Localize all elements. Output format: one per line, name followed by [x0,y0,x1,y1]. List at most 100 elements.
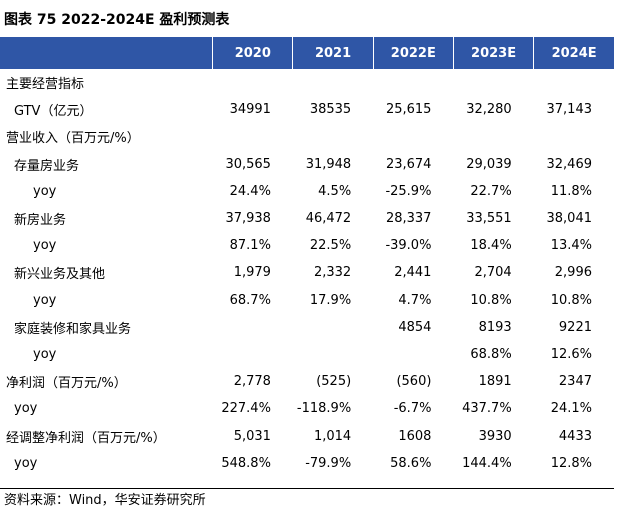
value-cell: 4854 [398,319,432,335]
row-label: GTV（亿元） [14,104,93,120]
value-cell [534,69,614,96]
value-cell: -79.9% [305,455,352,471]
row-label: yoy [33,238,57,254]
value-cell [293,314,373,341]
row-label: yoy [14,455,38,471]
header-year-2020: 2020 [212,37,293,69]
value-cell: 32,280 [466,102,512,118]
value-cell: -25.9% [385,183,432,199]
value-cell: 4433 [558,428,592,444]
table-header: 2020 2021 2022E 2023E 2024E [0,37,614,69]
value-cell: 23,674 [385,156,432,172]
table-row: yoy 227.4% -118.9% -6.7% 437.7% 24.1% [0,395,614,422]
header-year-2023e: 2023E [452,37,534,69]
table-bottom-rule [0,488,614,489]
value-cell: 30,565 [225,156,271,172]
table-row: 新兴业务及其他 1,979 2,332 2,441 2,704 2,996 [0,259,614,286]
value-cell [453,123,533,150]
table-row: 净利润（百万元/%） 2,778 (525) (560) 1891 2347 [0,368,614,395]
value-cell: 18.4% [470,238,512,254]
value-cell [373,341,453,368]
table-row: 经调整净利润（百万元/%） 5,031 1,014 1608 3930 4433 [0,422,614,449]
value-cell [534,123,614,150]
value-cell: (560) [396,374,432,390]
row-label: 新兴业务及其他 [14,267,106,283]
row-label: yoy [33,183,57,199]
row-label: 营业收入（百万元/%） [6,131,140,147]
value-cell: 4.5% [318,183,352,199]
row-label: yoy [33,292,57,308]
value-cell: 2,441 [394,265,432,281]
table-row: yoy 68.7% 17.9% 4.7% 10.8% 10.8% [0,287,614,314]
value-cell: 2,996 [554,265,592,281]
value-cell: 12.8% [550,455,592,471]
value-cell [373,123,453,150]
value-cell: 1608 [398,428,432,444]
forecast-table-container: 2020 2021 2022E 2023E 2024E 主要经营指标 GTV（亿元… [0,37,614,477]
row-label: yoy [14,401,38,417]
value-cell: 2,332 [313,265,352,281]
value-cell: 10.8% [470,292,512,308]
value-cell: 8193 [478,319,512,335]
row-label: 经调整净利润（百万元/%） [6,430,166,446]
value-cell: 5,031 [233,428,271,444]
table-title: 图表 75 2022-2024E 盈利预测表 [4,12,230,28]
value-cell: 68.7% [229,292,271,308]
value-cell [293,123,373,150]
value-cell: 22.7% [470,183,512,199]
value-cell: 31,948 [305,156,352,172]
value-cell: 2347 [558,374,592,390]
table-row: 营业收入（百万元/%） [0,123,614,150]
table-row: 存量房业务 30,565 31,948 23,674 29,039 32,469 [0,151,614,178]
table-row: yoy 68.8% 12.6% [0,341,614,368]
value-cell: 13.4% [550,238,592,254]
value-cell: 33,551 [466,211,512,227]
value-cell: 12.6% [550,346,592,362]
value-cell [213,69,293,96]
value-cell: 46,472 [305,211,352,227]
value-cell: 548.8% [221,455,271,471]
row-label: 新房业务 [14,213,67,229]
value-cell: 17.9% [309,292,352,308]
value-cell: 11.8% [550,183,592,199]
value-cell: 22.5% [309,238,352,254]
value-cell: 29,039 [466,156,512,172]
value-cell: 38535 [309,102,352,118]
value-cell [213,123,293,150]
value-cell: 87.1% [229,238,271,254]
value-cell: 1,979 [233,265,271,281]
value-cell: 25,615 [385,102,432,118]
value-cell [293,341,373,368]
value-cell: -118.9% [296,401,352,417]
header-year-2021: 2021 [292,37,374,69]
row-label: 主要经营指标 [6,77,85,93]
value-cell: 2,704 [474,265,512,281]
row-label: yoy [33,346,57,362]
value-cell: 2,778 [233,374,271,390]
header-label-cell [0,37,213,69]
table-row: 新房业务 37,938 46,472 28,337 33,551 38,041 [0,205,614,232]
value-cell: 4.7% [398,292,432,308]
value-cell: 28,337 [385,211,432,227]
profit-forecast-table: 2020 2021 2022E 2023E 2024E 主要经营指标 GTV（亿元… [0,37,614,477]
row-label: 净利润（百万元/%） [6,376,127,392]
table-row: yoy 24.4% 4.5% -25.9% 22.7% 11.8% [0,178,614,205]
value-cell: 68.8% [470,346,512,362]
value-cell: 1891 [478,374,512,390]
header-row: 2020 2021 2022E 2023E 2024E [0,37,614,69]
value-cell: 144.4% [462,455,512,471]
table-row: yoy 87.1% 22.5% -39.0% 18.4% 13.4% [0,232,614,259]
table-row: 家庭装修和家具业务 4854 8193 9221 [0,314,614,341]
value-cell: 58.6% [390,455,432,471]
value-cell: 227.4% [221,401,271,417]
table-row: yoy 548.8% -79.9% 58.6% 144.4% 12.8% [0,450,614,477]
value-cell: 34991 [229,102,271,118]
value-cell: 37,143 [546,102,593,118]
value-cell [453,69,533,96]
header-year-2022e: 2022E [372,37,454,69]
header-year-2024e: 2024E [533,37,614,69]
value-cell [213,341,293,368]
value-cell: 437.7% [462,401,512,417]
value-cell: 24.1% [550,401,592,417]
value-cell: -6.7% [393,401,432,417]
